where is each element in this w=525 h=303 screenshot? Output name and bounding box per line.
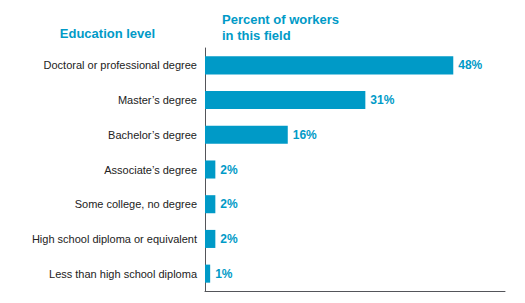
svg-text:Master’s degree: Master’s degree bbox=[118, 94, 197, 106]
svg-text:2%: 2% bbox=[220, 163, 238, 177]
svg-text:Percent of workers: Percent of workers bbox=[222, 12, 339, 27]
svg-text:2%: 2% bbox=[220, 197, 238, 211]
svg-text:Associate’s degree: Associate’s degree bbox=[104, 164, 197, 176]
svg-text:1%: 1% bbox=[215, 267, 233, 281]
svg-text:16%: 16% bbox=[293, 128, 317, 142]
svg-text:in this field: in this field bbox=[222, 28, 291, 43]
svg-text:2%: 2% bbox=[220, 232, 238, 246]
svg-text:Some college, no degree: Some college, no degree bbox=[75, 198, 197, 210]
svg-text:31%: 31% bbox=[370, 93, 394, 107]
svg-text:Bachelor’s degree: Bachelor’s degree bbox=[108, 129, 197, 141]
svg-text:48%: 48% bbox=[458, 58, 482, 72]
svg-text:Less than high school diploma: Less than high school diploma bbox=[49, 268, 198, 280]
svg-text:High school diploma or equival: High school diploma or equivalent bbox=[32, 233, 197, 245]
svg-text:Education level: Education level bbox=[60, 26, 155, 41]
svg-text:Doctoral or professional degre: Doctoral or professional degree bbox=[44, 59, 197, 71]
